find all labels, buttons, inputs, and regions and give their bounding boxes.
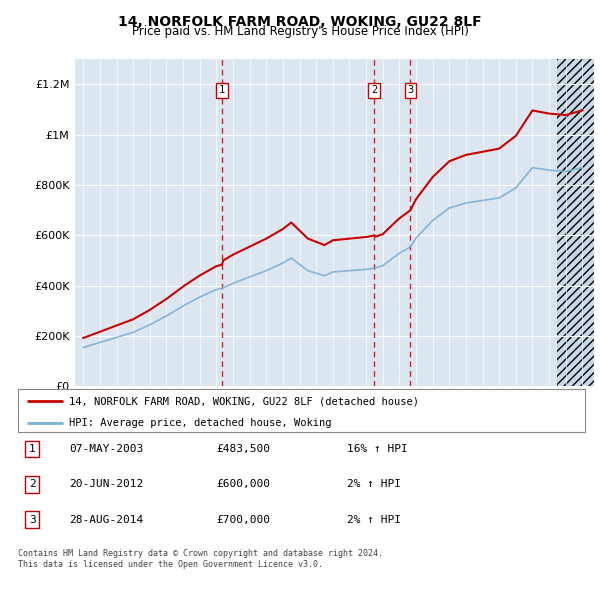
Text: 20-JUN-2012: 20-JUN-2012 xyxy=(69,480,143,489)
Text: 3: 3 xyxy=(29,515,35,525)
Text: £483,500: £483,500 xyxy=(217,444,271,454)
Text: 2% ↑ HPI: 2% ↑ HPI xyxy=(347,515,401,525)
Text: 07-MAY-2003: 07-MAY-2003 xyxy=(69,444,143,454)
Text: 28-AUG-2014: 28-AUG-2014 xyxy=(69,515,143,525)
Text: 1: 1 xyxy=(219,86,226,96)
Text: HPI: Average price, detached house, Woking: HPI: Average price, detached house, Woki… xyxy=(69,418,332,428)
Text: 14, NORFOLK FARM ROAD, WOKING, GU22 8LF: 14, NORFOLK FARM ROAD, WOKING, GU22 8LF xyxy=(118,15,482,29)
Text: This data is licensed under the Open Government Licence v3.0.: This data is licensed under the Open Gov… xyxy=(18,560,323,569)
Text: Price paid vs. HM Land Registry's House Price Index (HPI): Price paid vs. HM Land Registry's House … xyxy=(131,25,469,38)
Text: 14, NORFOLK FARM ROAD, WOKING, GU22 8LF (detached house): 14, NORFOLK FARM ROAD, WOKING, GU22 8LF … xyxy=(69,396,419,407)
Text: 2% ↑ HPI: 2% ↑ HPI xyxy=(347,480,401,489)
FancyBboxPatch shape xyxy=(18,389,585,432)
Text: £700,000: £700,000 xyxy=(217,515,271,525)
Text: £600,000: £600,000 xyxy=(217,480,271,489)
Text: 3: 3 xyxy=(407,86,413,96)
Text: 2: 2 xyxy=(29,480,35,489)
Text: 1: 1 xyxy=(29,444,35,454)
Text: Contains HM Land Registry data © Crown copyright and database right 2024.: Contains HM Land Registry data © Crown c… xyxy=(18,549,383,558)
Text: 16% ↑ HPI: 16% ↑ HPI xyxy=(347,444,407,454)
Text: 2: 2 xyxy=(371,86,377,96)
